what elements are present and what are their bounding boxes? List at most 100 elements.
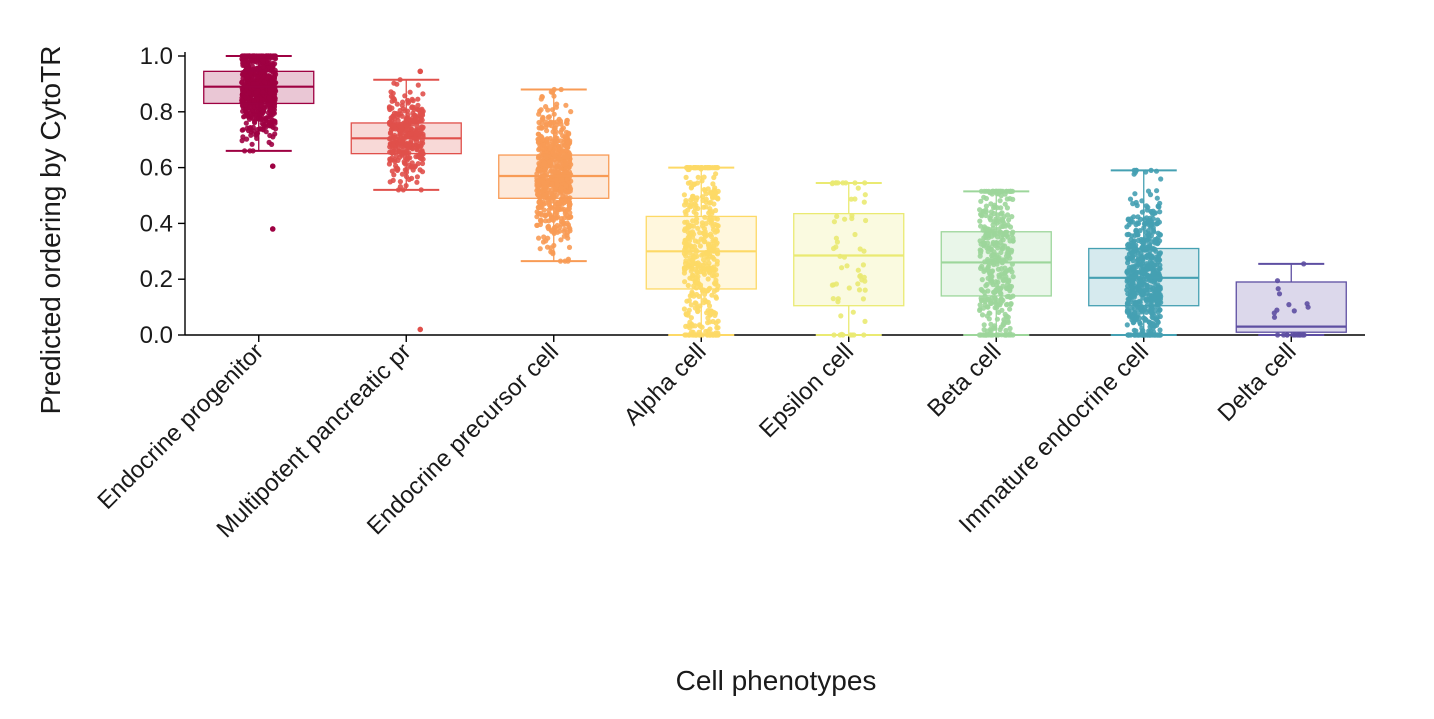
data-point [554, 215, 560, 221]
data-point [1124, 309, 1131, 315]
data-point [243, 109, 249, 115]
data-point [404, 145, 410, 151]
data-point [1143, 317, 1149, 323]
data-point [1128, 237, 1134, 243]
data-point [714, 240, 720, 246]
data-point [408, 131, 414, 137]
data-point [848, 196, 854, 202]
data-point [562, 161, 569, 167]
data-point [978, 198, 984, 204]
data-point [695, 263, 701, 269]
data-point [1002, 276, 1009, 282]
data-point [396, 148, 402, 154]
data-point [862, 192, 868, 198]
data-point [393, 166, 399, 172]
data-point [556, 155, 562, 161]
data-point [542, 213, 548, 219]
data-point [409, 96, 415, 102]
data-point [996, 309, 1002, 315]
data-point [977, 307, 983, 313]
data-point [409, 160, 415, 166]
data-point [1139, 253, 1145, 259]
data-point [990, 239, 996, 246]
data-point [390, 123, 396, 129]
box-iqr [793, 212, 905, 307]
data-point [699, 220, 706, 226]
data-point [244, 125, 250, 131]
data-point [568, 161, 574, 168]
data-point [710, 195, 716, 201]
data-point [697, 230, 703, 236]
data-point [419, 160, 426, 167]
data-point [563, 102, 569, 108]
data-point [1140, 263, 1146, 269]
y-axis-title: Predicted ordering by CytoTR [35, 46, 66, 415]
data-point [250, 64, 256, 70]
data-point [393, 145, 399, 151]
data-point [1145, 228, 1151, 234]
data-point [981, 235, 987, 241]
data-point [536, 235, 542, 241]
data-point [713, 207, 719, 214]
data-point [981, 240, 987, 246]
data-point [246, 90, 252, 96]
x-tick-label: Epsilon cell [754, 338, 859, 443]
data-point [394, 101, 400, 107]
data-point [269, 123, 275, 129]
data-point [1127, 267, 1133, 273]
outlier-point [417, 68, 424, 75]
data-point [1147, 242, 1153, 248]
data-point [987, 310, 993, 316]
data-point [386, 161, 392, 167]
data-point [1141, 267, 1147, 274]
data-point [550, 249, 556, 255]
data-point [1135, 237, 1141, 244]
data-point [706, 210, 712, 216]
data-point [1140, 291, 1146, 298]
data-point [997, 287, 1003, 293]
data-point [559, 149, 566, 156]
data-point [991, 205, 997, 211]
data-point [537, 210, 544, 216]
data-point [1004, 205, 1011, 211]
data-point [558, 237, 564, 243]
data-point [243, 120, 249, 126]
data-point [691, 253, 697, 260]
data-point [996, 256, 1002, 262]
data-point [390, 95, 396, 101]
data-point [862, 287, 868, 293]
data-point [558, 185, 564, 191]
data-point [409, 164, 415, 170]
box-iqr [1235, 281, 1347, 333]
data-point [541, 142, 547, 148]
data-point [1157, 232, 1163, 238]
data-point [1005, 212, 1011, 218]
data-point [1133, 317, 1139, 323]
data-point [239, 138, 245, 144]
data-point [1156, 219, 1162, 225]
data-point [556, 200, 562, 206]
data-point [694, 291, 700, 298]
data-point [259, 121, 265, 127]
data-point [709, 272, 715, 278]
x-tick-label: Alpha cell [619, 338, 712, 431]
data-point [834, 213, 840, 219]
data-point [856, 287, 863, 293]
data-point [537, 221, 544, 228]
x-axis-title: Cell phenotypes [676, 665, 877, 696]
data-point [399, 113, 405, 119]
data-point [713, 294, 719, 300]
data-point [267, 119, 273, 125]
data-point [1147, 248, 1153, 254]
data-point [1137, 299, 1143, 305]
data-point [247, 104, 253, 110]
data-point [260, 109, 267, 115]
data-point [700, 257, 707, 263]
data-point [542, 167, 548, 173]
data-point [855, 185, 861, 191]
data-point [538, 125, 544, 131]
data-point [977, 218, 983, 224]
data-point [549, 182, 555, 188]
data-point [708, 310, 714, 316]
data-point [714, 258, 720, 264]
